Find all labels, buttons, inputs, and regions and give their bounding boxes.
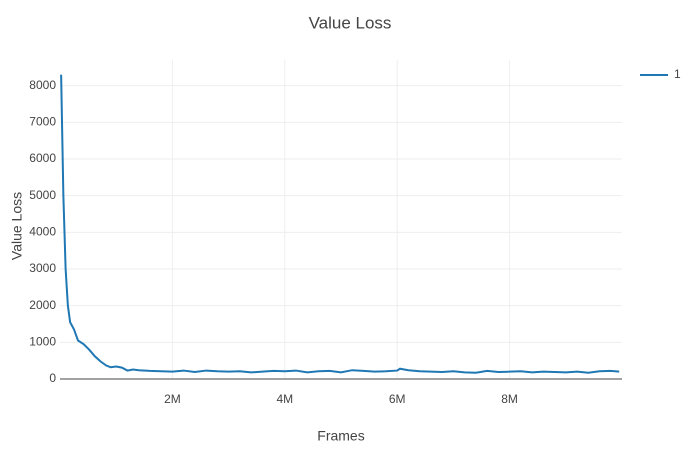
y-tick-label: 0: [49, 371, 56, 385]
y-tick-label: 5000: [29, 188, 56, 202]
y-tick-label: 3000: [29, 261, 56, 275]
x-tick-label: 2M: [164, 392, 181, 406]
x-tick-label: 4M: [276, 392, 293, 406]
x-tick-label: 6M: [389, 392, 406, 406]
x-axis-label: Frames: [317, 428, 364, 444]
y-tick-label: 8000: [29, 78, 56, 92]
y-tick-label: 1000: [29, 335, 56, 349]
y-tick-label: 6000: [29, 151, 56, 165]
y-axis-label: Value Loss: [9, 192, 25, 260]
x-tick-label: 8M: [501, 392, 518, 406]
y-tick-label: 2000: [29, 298, 56, 312]
line-series: [60, 74, 620, 374]
legend-label: 1: [674, 67, 681, 81]
y-tick-label: 7000: [29, 115, 56, 129]
y-tick-label: 4000: [29, 225, 56, 239]
chart-title: Value Loss: [309, 13, 392, 32]
